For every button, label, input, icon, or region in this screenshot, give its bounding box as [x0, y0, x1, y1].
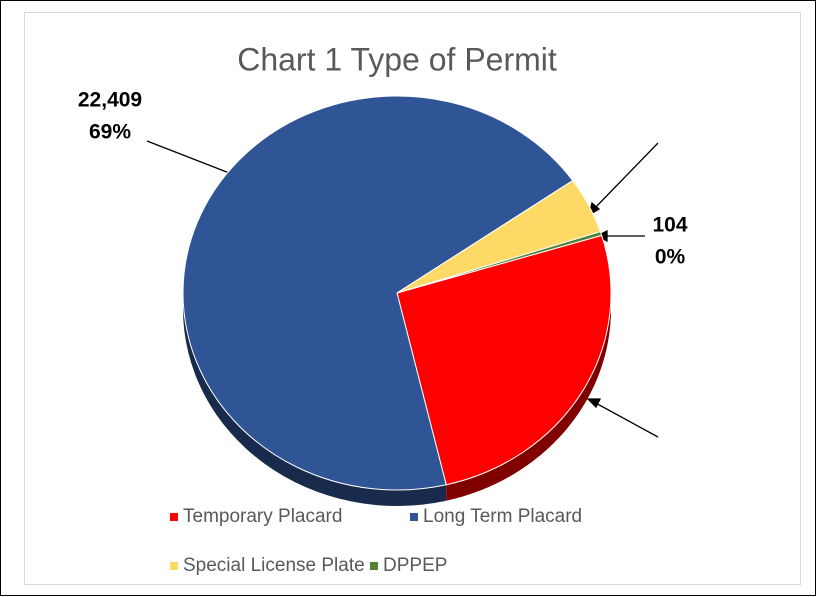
slice [182, 95, 574, 491]
slice-side [446, 293, 611, 501]
value-label: 22,409 [78, 89, 142, 112]
legend-label: Long Term Placard [423, 506, 582, 527]
leader-line [591, 400, 659, 438]
legend-swatch [410, 513, 418, 521]
legend-label: Temporary Placard [183, 506, 342, 527]
chart-title: Chart 1 Type of Permit [237, 41, 557, 77]
leader-line [146, 140, 238, 177]
percent-label: 0% [655, 246, 686, 269]
slice [396, 231, 603, 294]
leader-line [591, 142, 659, 212]
legend-swatch [370, 562, 378, 570]
slice [396, 234, 612, 486]
arrow-head [586, 398, 602, 409]
value-label: 104 [652, 214, 687, 237]
legend-label: Special License Plate [183, 555, 365, 576]
legend-label: DPPEP [383, 555, 447, 576]
legend-swatch [170, 513, 178, 521]
legend-swatch [170, 562, 178, 570]
percent-label: 69% [89, 121, 131, 144]
